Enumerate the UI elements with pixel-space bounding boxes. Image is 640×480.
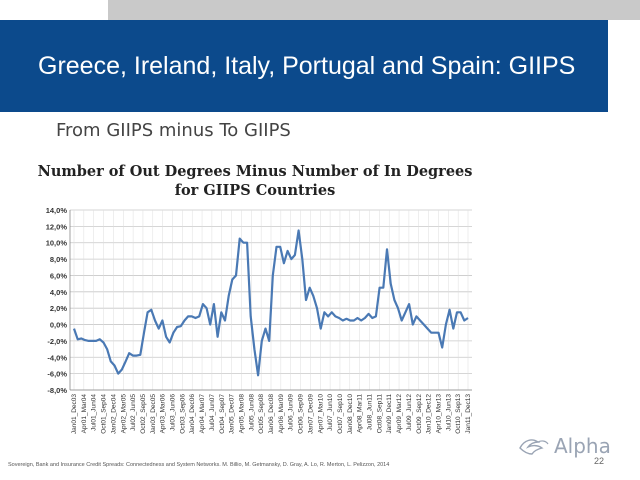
y-tick-label: 2,0% xyxy=(50,304,67,313)
logo-text: Alpha xyxy=(554,434,611,458)
x-tick-label: Apr03_Mar06 xyxy=(160,394,167,434)
x-tick-label: Oct02_Sep05 xyxy=(140,394,147,434)
page-number: 22 xyxy=(594,456,605,466)
x-tick-label: Jan02_Dec04 xyxy=(110,394,117,434)
x-tick-label: Jan06_Dec08 xyxy=(268,394,275,434)
slide-title: Greece, Ireland, Italy, Portugal and Spa… xyxy=(38,52,576,80)
x-tick-label: Jan11_Dec13 xyxy=(465,394,472,434)
y-tick-label: -8,0% xyxy=(47,386,67,395)
x-tick-label: Jul08_Jun11 xyxy=(367,394,374,431)
line-chart: Number of Out Degrees Minus Number of In… xyxy=(38,163,473,434)
y-tick-label: 12,0% xyxy=(46,222,68,231)
x-tick-label: Apr07_Mar10 xyxy=(317,394,324,434)
chart-container: Number of Out Degrees Minus Number of In… xyxy=(32,152,478,456)
y-tick-label: 6,0% xyxy=(50,271,67,280)
x-tick-label: Apr05_Mar08 xyxy=(238,394,245,434)
x-tick-label: Oct01_Sep04 xyxy=(101,394,108,434)
x-tick-label: Oct04_Sep07 xyxy=(219,394,226,434)
x-tick-label: Oct10_Sep13 xyxy=(455,394,462,434)
x-tick-label: Jul05_Jun08 xyxy=(248,394,255,431)
x-tick-label: Jan05_Dec07 xyxy=(229,394,236,434)
x-tick-label: Apr04_Mar07 xyxy=(199,394,206,434)
y-tick-label: -6,0% xyxy=(47,370,67,379)
x-tick-label: Apr10_Mar13 xyxy=(435,394,442,434)
x-tick-label: Jul03_Jun06 xyxy=(170,394,177,431)
y-tick-label: -2,0% xyxy=(47,337,67,346)
x-tick-label: Jan09_Dec11 xyxy=(386,394,393,434)
x-tick-label: Jan07_Dec09 xyxy=(307,394,314,434)
x-tick-label: Oct03_Sep06 xyxy=(179,394,186,434)
chart-title-line: Number of Out Degrees Minus Number of In… xyxy=(38,163,473,180)
x-tick-label: Oct07_Sep10 xyxy=(337,394,344,434)
slide-subtitle: From GIIPS minus To GIIPS xyxy=(56,120,291,141)
x-tick-label: Jul02_Jun05 xyxy=(130,394,137,431)
x-tick-label: Oct05_Sep08 xyxy=(258,394,265,434)
x-tick-label: Jul04_Jun07 xyxy=(209,394,216,431)
y-tick-label: -4,0% xyxy=(47,353,67,362)
x-tick-label: Apr06_Mar09 xyxy=(278,394,285,434)
x-tick-label: Jan03_Dec05 xyxy=(150,394,157,434)
x-tick-label: Jul01_Jun04 xyxy=(91,394,98,431)
x-tick-label: Jan04_Dec06 xyxy=(189,394,196,434)
x-tick-label: Apr01_Mar04 xyxy=(81,394,88,434)
x-tick-label: Apr08_Mar11 xyxy=(357,394,364,433)
y-tick-label: 8,0% xyxy=(50,255,67,264)
dove-logo-icon xyxy=(519,439,549,455)
title-banner xyxy=(0,20,608,112)
citation-footer: Sovereign, Bank and Insurance Credit Spr… xyxy=(8,462,390,468)
x-tick-label: Oct06_Sep09 xyxy=(298,394,305,434)
chart-title-line: for GIIPS Countries xyxy=(175,182,336,199)
x-tick-label: Jul07_Jun10 xyxy=(327,394,334,431)
x-tick-label: Apr09_Mar12 xyxy=(396,394,403,434)
x-tick-label: Jan01_Dec03 xyxy=(71,394,78,434)
x-tick-label: Oct09_Sep12 xyxy=(416,394,423,434)
y-tick-label: 14,0% xyxy=(46,206,68,215)
x-tick-label: Oct08_Sep11 xyxy=(376,394,383,434)
x-tick-label: Jul09_Jun12 xyxy=(406,394,413,431)
y-tick-label: 10,0% xyxy=(46,239,68,248)
x-tick-label: Jul10_Jun13 xyxy=(445,394,452,431)
alpha-logo: Alpha xyxy=(516,434,616,460)
x-tick-label: Jul06_Jun09 xyxy=(288,394,295,431)
series-line xyxy=(72,229,469,377)
y-tick-label: 0,0% xyxy=(50,321,67,330)
x-tick-label: Jan10_Dec12 xyxy=(426,394,433,434)
x-tick-label: Jan08_Dec10 xyxy=(347,394,354,434)
top-gray-bar xyxy=(108,0,640,20)
x-tick-label: Apr02_Mar05 xyxy=(120,394,127,434)
y-tick-label: 4,0% xyxy=(50,288,67,297)
